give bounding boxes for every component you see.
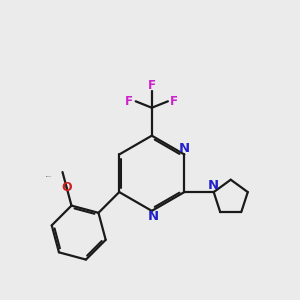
- Text: F: F: [125, 95, 133, 108]
- Text: N: N: [179, 142, 190, 155]
- Text: N: N: [207, 179, 219, 192]
- Text: methoxy: methoxy: [46, 176, 52, 177]
- Text: O: O: [61, 181, 72, 194]
- Text: F: F: [148, 79, 156, 92]
- Text: F: F: [170, 95, 178, 108]
- Text: N: N: [148, 211, 159, 224]
